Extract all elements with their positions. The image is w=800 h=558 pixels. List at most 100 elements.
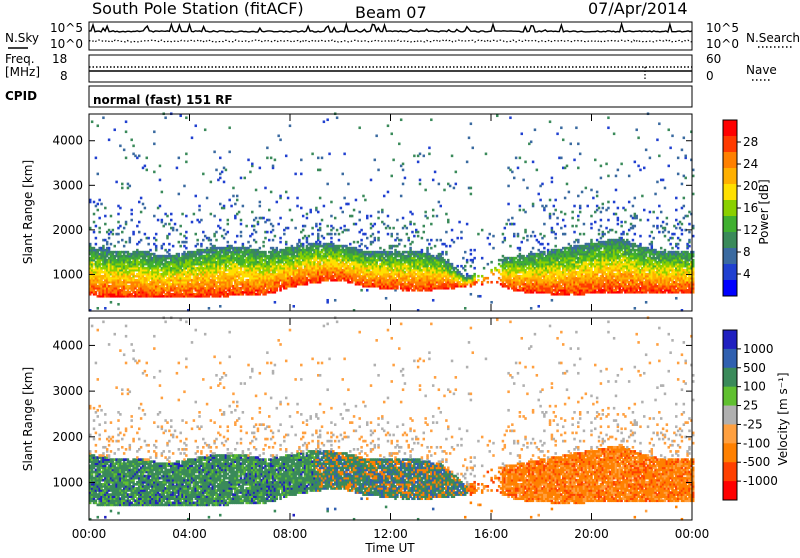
power-cell <box>391 175 393 178</box>
power-cell <box>195 233 197 236</box>
power-cell <box>247 241 249 244</box>
power-cell <box>404 245 406 248</box>
power-cell <box>185 153 187 156</box>
power-cell <box>104 207 106 210</box>
power-cell <box>185 116 187 119</box>
power-cell <box>204 128 206 131</box>
power-cell <box>130 219 132 222</box>
power-cell <box>285 241 287 244</box>
power-cell <box>413 223 415 226</box>
power-cell <box>466 259 468 262</box>
power-cell <box>374 159 376 162</box>
power-cell <box>343 197 345 200</box>
power-cell <box>432 179 434 182</box>
power-cell <box>97 124 99 127</box>
power-cell <box>519 205 521 208</box>
power-cell <box>366 289 368 292</box>
power-cell <box>445 245 447 248</box>
power-cell <box>317 157 319 160</box>
power-cell <box>485 153 487 156</box>
power-cell <box>253 225 255 228</box>
power-cell <box>274 301 276 304</box>
power-cell <box>276 247 278 250</box>
nave-tick-low: 0 <box>706 69 714 83</box>
power-cell <box>391 233 393 236</box>
power-cell <box>360 289 362 292</box>
power-cell <box>522 237 524 240</box>
power-cell <box>468 137 470 140</box>
power-cell <box>451 229 453 232</box>
power-cell <box>332 227 334 230</box>
power-cell <box>330 215 332 218</box>
power-cell <box>202 239 204 242</box>
power-cell <box>132 145 134 148</box>
power-cell <box>117 303 119 306</box>
power-cell <box>119 145 121 148</box>
power-cell <box>488 233 490 236</box>
cpid-panel: CPID normal (fast) 151 RF <box>5 86 692 107</box>
power-cell <box>123 149 125 152</box>
power-cell <box>219 227 221 230</box>
power-cell <box>534 128 536 131</box>
power-cell <box>377 231 379 234</box>
power-cell <box>477 233 479 236</box>
power-cell <box>179 233 181 236</box>
power-cell <box>355 199 357 202</box>
power-cell <box>113 245 115 248</box>
power-cell <box>364 233 366 236</box>
power-cell <box>387 191 389 194</box>
power-cell <box>302 229 304 232</box>
power-cell <box>130 213 132 216</box>
power-cell <box>379 247 381 250</box>
power-cell <box>259 201 261 204</box>
cpid-label: CPID <box>5 89 37 103</box>
nsearch-trace <box>89 40 692 42</box>
power-cell <box>309 209 311 212</box>
power-cell <box>315 223 317 226</box>
power-cell <box>274 159 276 162</box>
power-cell <box>439 239 441 242</box>
power-cell <box>159 165 161 168</box>
power-cell <box>200 219 202 222</box>
power-cell <box>95 243 97 246</box>
power-cell <box>106 241 108 244</box>
power-cell <box>240 177 242 180</box>
power-cell <box>149 249 151 252</box>
power-cell <box>377 237 379 240</box>
power-cell <box>411 213 413 216</box>
power-cell <box>447 219 449 222</box>
power-cell <box>473 257 475 260</box>
power-cell <box>279 241 281 244</box>
power-cell <box>242 243 244 246</box>
freq-unit: [MHz] <box>5 65 40 79</box>
power-cell <box>129 185 131 188</box>
power-cell <box>487 277 489 280</box>
power-cell <box>387 215 389 218</box>
power-cell <box>487 281 489 284</box>
power-cell <box>164 223 166 226</box>
power-cell <box>507 219 509 222</box>
power-cell <box>336 116 338 119</box>
power-cell <box>215 231 217 234</box>
power-cell <box>93 201 95 204</box>
power-cell <box>262 241 264 244</box>
power-cell <box>366 237 368 240</box>
power-cell <box>108 237 110 240</box>
power-cell <box>453 241 455 244</box>
power-cell <box>213 151 215 154</box>
power-cell <box>251 211 253 214</box>
power-cell <box>227 223 229 226</box>
power-cell <box>311 233 313 236</box>
power-cell <box>153 143 155 146</box>
power-cell <box>432 299 434 302</box>
power-cell <box>179 114 181 117</box>
power-cell <box>155 239 157 242</box>
power-cell <box>247 159 249 162</box>
power-cell <box>291 219 293 222</box>
power-cell <box>472 147 474 150</box>
power-cell <box>451 155 453 158</box>
power-cell <box>358 211 360 214</box>
power-cell <box>377 217 379 220</box>
power-cell <box>198 205 200 208</box>
